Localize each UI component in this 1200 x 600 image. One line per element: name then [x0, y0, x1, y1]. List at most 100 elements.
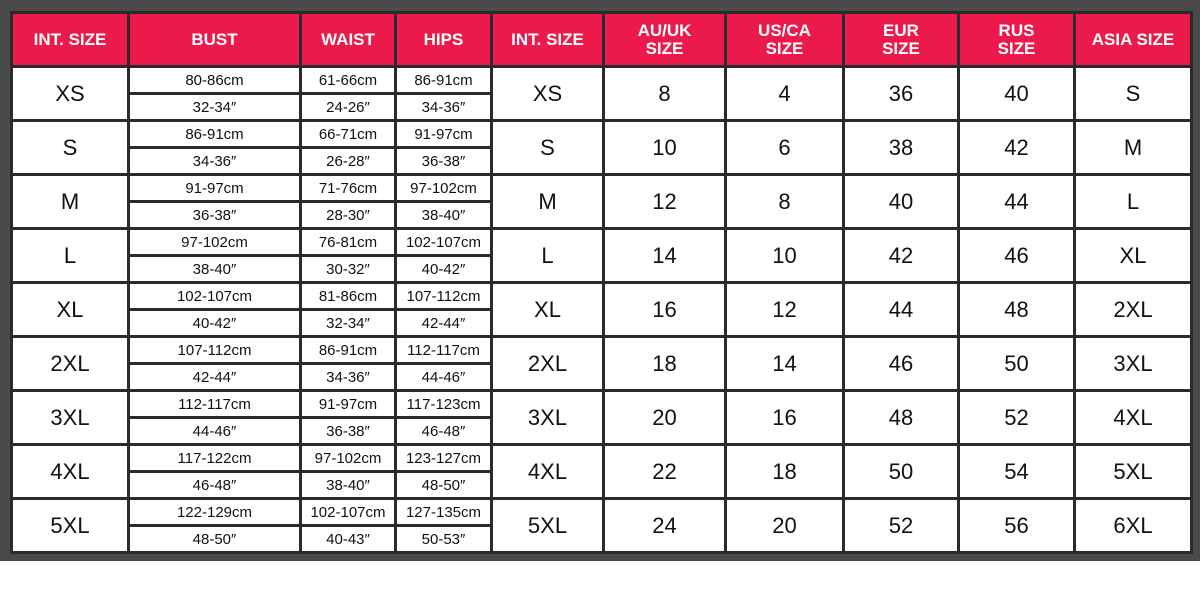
eur-cell: 40: [842, 173, 960, 230]
bust-in-cell: 42-44″: [127, 362, 302, 392]
waist-in-cell: 30-32″: [299, 254, 397, 284]
header-rus-size: RUS SIZE: [957, 11, 1076, 68]
au-uk-cell: 12: [602, 173, 727, 230]
waist-cm-cell: 91-97cm: [299, 389, 397, 419]
hips-cm-cell: 127-135cm: [394, 497, 493, 527]
hips-in-cell: 48-50″: [394, 470, 493, 500]
asia-cell: XL: [1073, 227, 1193, 284]
us-ca-cell: 6: [724, 119, 845, 176]
bust-in-cell: 40-42″: [127, 308, 302, 338]
table-row: 3XL 112-117cm 91-97cm 117-123cm 3XL 20 16 48 52 4…: [10, 389, 1193, 446]
hips-in-cell: 34-36″: [394, 92, 493, 122]
hips-cm-cell: 107-112cm: [394, 281, 493, 311]
eur-cell: 48: [842, 389, 960, 446]
table-row-inches: 48-50″ 40-43″ 50-53″: [12, 524, 1192, 554]
hips-cm-cell: 102-107cm: [394, 227, 493, 257]
int-size-cell-2: 2XL: [490, 335, 605, 392]
bust-in-cell: 44-46″: [127, 416, 302, 446]
table-row-inches: 46-48″ 38-40″ 48-50″: [12, 470, 1192, 500]
hips-in-cell: 36-38″: [394, 146, 493, 176]
asia-cell: M: [1073, 119, 1193, 176]
waist-cm-cell: 76-81cm: [299, 227, 397, 257]
bust-in-cell: 32-34″: [127, 92, 302, 122]
eur-cell: 38: [842, 119, 960, 176]
table-row: XL 102-107cm 81-86cm 107-112cm XL 16 12 44 48 2XL: [10, 281, 1193, 338]
bust-cm-cell: 122-129cm: [127, 497, 302, 527]
bust-in-cell: 46-48″: [127, 470, 302, 500]
au-uk-cell: 10: [602, 119, 727, 176]
hips-cm-cell: 97-102cm: [394, 173, 493, 203]
waist-cm-cell: 81-86cm: [299, 281, 397, 311]
au-uk-cell: 16: [602, 281, 727, 338]
waist-cm-cell: 71-76cm: [299, 173, 397, 203]
au-uk-cell: 8: [602, 65, 727, 122]
waist-cm-cell: 97-102cm: [299, 443, 397, 473]
int-size-cell-2: XL: [490, 281, 605, 338]
int-size-cell-2: 5XL: [490, 497, 605, 554]
header-au-uk-size: AU/UK SIZE: [602, 11, 727, 68]
table-row-inches: 44-46″ 36-38″ 46-48″: [12, 416, 1192, 446]
int-size-cell-2: XS: [490, 65, 605, 122]
bust-cm-cell: 112-117cm: [127, 389, 302, 419]
asia-cell: 5XL: [1073, 443, 1193, 500]
hips-in-cell: 44-46″: [394, 362, 493, 392]
table-row: XS 80-86cm 61-66cm 86-91cm XS 8 4 36 40 S: [10, 65, 1193, 122]
int-size-cell-2: 4XL: [490, 443, 605, 500]
int-size-cell: XS: [10, 65, 130, 122]
table-row: 2XL 107-112cm 86-91cm 112-117cm 2XL 18 14 46 50 3…: [10, 335, 1193, 392]
eur-cell: 52: [842, 497, 960, 554]
table-row-inches: 32-34″ 24-26″ 34-36″: [12, 92, 1192, 122]
waist-in-cell: 24-26″: [299, 92, 397, 122]
rus-cell: 44: [957, 173, 1076, 230]
int-size-cell: 5XL: [10, 497, 130, 554]
bust-cm-cell: 80-86cm: [127, 65, 302, 95]
bust-cm-cell: 117-122cm: [127, 443, 302, 473]
rus-cell: 52: [957, 389, 1076, 446]
au-uk-cell: 24: [602, 497, 727, 554]
int-size-cell: 4XL: [10, 443, 130, 500]
bust-in-cell: 34-36″: [127, 146, 302, 176]
int-size-cell: L: [10, 227, 130, 284]
hips-in-cell: 46-48″: [394, 416, 493, 446]
au-uk-cell: 18: [602, 335, 727, 392]
hips-cm-cell: 91-97cm: [394, 119, 493, 149]
waist-cm-cell: 102-107cm: [299, 497, 397, 527]
hips-in-cell: 50-53″: [394, 524, 493, 554]
table-row: 4XL 117-122cm 97-102cm 123-127cm 4XL 22 18 50 54…: [10, 443, 1193, 500]
int-size-cell: M: [10, 173, 130, 230]
eur-cell: 36: [842, 65, 960, 122]
hips-in-cell: 40-42″: [394, 254, 493, 284]
table-row-inches: 36-38″ 28-30″ 38-40″: [12, 200, 1192, 230]
rus-cell: 50: [957, 335, 1076, 392]
hips-cm-cell: 112-117cm: [394, 335, 493, 365]
us-ca-cell: 12: [724, 281, 845, 338]
int-size-cell-2: L: [490, 227, 605, 284]
header-eur-size: EUR SIZE: [842, 11, 960, 68]
waist-cm-cell: 61-66cm: [299, 65, 397, 95]
asia-cell: 4XL: [1073, 389, 1193, 446]
us-ca-cell: 4: [724, 65, 845, 122]
us-ca-cell: 20: [724, 497, 845, 554]
rus-cell: 42: [957, 119, 1076, 176]
header-hips: HIPS: [394, 11, 493, 68]
us-ca-cell: 14: [724, 335, 845, 392]
us-ca-cell: 16: [724, 389, 845, 446]
asia-cell: S: [1073, 65, 1193, 122]
header-row: INT. SIZE BUST WAIST HIPS INT. SIZE AU/UK SIZ…: [10, 11, 1193, 68]
asia-cell: L: [1073, 173, 1193, 230]
int-size-cell-2: M: [490, 173, 605, 230]
int-size-cell: 2XL: [10, 335, 130, 392]
table-row: M 91-97cm 71-76cm 97-102cm M 12 8 40 44 L: [10, 173, 1193, 230]
size-chart-table: INT. SIZE BUST WAIST HIPS INT. SIZE AU/UK SIZ…: [10, 11, 1193, 554]
bust-in-cell: 38-40″: [127, 254, 302, 284]
us-ca-cell: 8: [724, 173, 845, 230]
hips-cm-cell: 123-127cm: [394, 443, 493, 473]
eur-cell: 50: [842, 443, 960, 500]
header-int-size-2: INT. SIZE: [490, 11, 605, 68]
asia-cell: 6XL: [1073, 497, 1193, 554]
waist-in-cell: 38-40″: [299, 470, 397, 500]
au-uk-cell: 14: [602, 227, 727, 284]
waist-in-cell: 36-38″: [299, 416, 397, 446]
hips-in-cell: 42-44″: [394, 308, 493, 338]
waist-in-cell: 34-36″: [299, 362, 397, 392]
